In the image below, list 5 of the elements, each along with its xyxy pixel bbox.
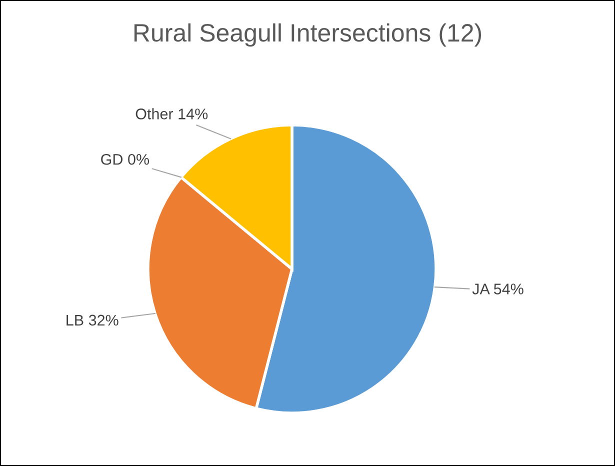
slice-label: Other 14% [136, 108, 208, 120]
chart-title: Rural Seagull Intersections (12) [134, 23, 482, 47]
slice-label: JA 54% [472, 284, 524, 294]
category-label: GD 0% [101, 154, 150, 165]
slice-label: LB 32% [66, 314, 118, 326]
